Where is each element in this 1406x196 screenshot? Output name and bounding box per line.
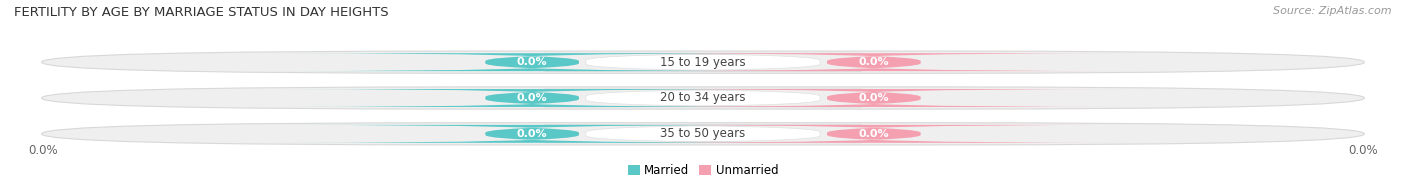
- FancyBboxPatch shape: [276, 125, 789, 143]
- Text: 15 to 19 years: 15 to 19 years: [661, 56, 745, 69]
- Text: 0.0%: 0.0%: [859, 57, 889, 67]
- Text: 0.0%: 0.0%: [859, 129, 889, 139]
- Text: 0.0%: 0.0%: [28, 144, 58, 157]
- Text: 20 to 34 years: 20 to 34 years: [661, 92, 745, 104]
- Text: 35 to 50 years: 35 to 50 years: [661, 127, 745, 140]
- FancyBboxPatch shape: [42, 87, 1364, 109]
- Text: 0.0%: 0.0%: [517, 129, 547, 139]
- FancyBboxPatch shape: [617, 53, 1130, 71]
- FancyBboxPatch shape: [544, 125, 862, 143]
- Text: 0.0%: 0.0%: [859, 93, 889, 103]
- Text: Source: ZipAtlas.com: Source: ZipAtlas.com: [1274, 6, 1392, 16]
- Text: 0.0%: 0.0%: [1348, 144, 1378, 157]
- FancyBboxPatch shape: [544, 53, 862, 71]
- FancyBboxPatch shape: [276, 53, 789, 71]
- FancyBboxPatch shape: [42, 123, 1364, 145]
- Text: 0.0%: 0.0%: [517, 93, 547, 103]
- FancyBboxPatch shape: [544, 89, 862, 107]
- Text: 0.0%: 0.0%: [517, 57, 547, 67]
- FancyBboxPatch shape: [617, 89, 1130, 107]
- FancyBboxPatch shape: [276, 89, 789, 107]
- Legend: Married, Unmarried: Married, Unmarried: [628, 164, 778, 177]
- FancyBboxPatch shape: [42, 51, 1364, 73]
- FancyBboxPatch shape: [617, 125, 1130, 143]
- Text: FERTILITY BY AGE BY MARRIAGE STATUS IN DAY HEIGHTS: FERTILITY BY AGE BY MARRIAGE STATUS IN D…: [14, 6, 388, 19]
